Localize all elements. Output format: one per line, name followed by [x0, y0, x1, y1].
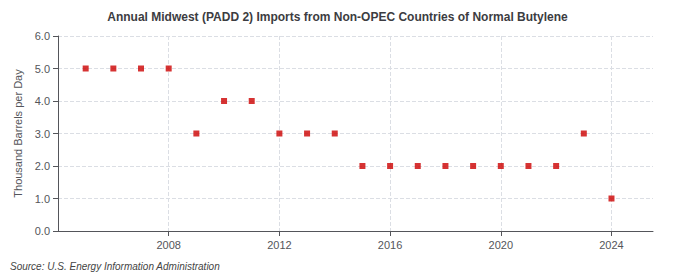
svg-text:2008: 2008: [156, 239, 180, 251]
svg-text:1.0: 1.0: [35, 193, 50, 205]
svg-text:Annual Midwest (PADD 2) Import: Annual Midwest (PADD 2) Imports from Non…: [107, 10, 568, 24]
svg-text:5.0: 5.0: [35, 63, 50, 75]
svg-text:2012: 2012: [267, 239, 291, 251]
svg-text:2.0: 2.0: [35, 160, 50, 172]
svg-text:2024: 2024: [599, 239, 623, 251]
svg-text:2016: 2016: [378, 239, 402, 251]
svg-text:2020: 2020: [489, 239, 513, 251]
svg-text:Thousand Barrels per Day: Thousand Barrels per Day: [12, 69, 24, 198]
svg-text:3.0: 3.0: [35, 128, 50, 140]
svg-text:0.0: 0.0: [35, 225, 50, 237]
svg-text:4.0: 4.0: [35, 95, 50, 107]
svg-text:6.0: 6.0: [35, 30, 50, 42]
svg-text:Source: U.S. Energy Informatio: Source: U.S. Energy Information Administ…: [10, 261, 220, 272]
